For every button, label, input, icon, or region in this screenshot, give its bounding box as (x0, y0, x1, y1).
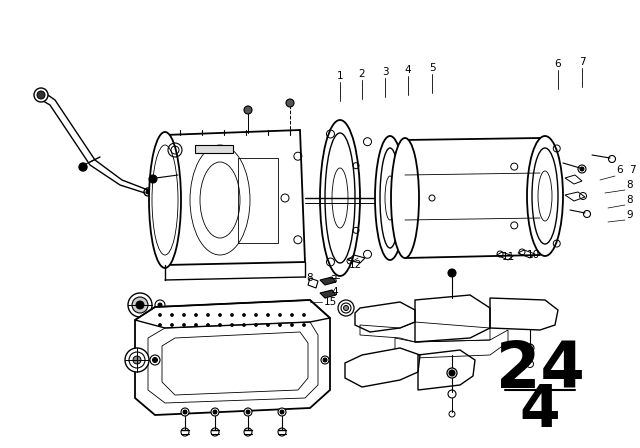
Circle shape (37, 91, 45, 99)
Circle shape (247, 352, 253, 358)
Text: 3: 3 (381, 67, 388, 77)
Text: 8: 8 (307, 273, 314, 283)
Circle shape (34, 88, 48, 102)
Circle shape (218, 314, 221, 316)
Circle shape (246, 410, 250, 414)
Text: 6: 6 (617, 165, 623, 175)
Circle shape (218, 323, 221, 327)
Circle shape (146, 190, 150, 194)
Circle shape (79, 163, 87, 171)
Circle shape (182, 323, 186, 327)
Circle shape (183, 410, 187, 414)
Circle shape (170, 314, 173, 316)
Circle shape (303, 323, 305, 327)
Text: 6: 6 (555, 59, 561, 69)
Circle shape (230, 314, 234, 316)
Text: 5: 5 (429, 63, 435, 73)
Circle shape (244, 106, 252, 114)
Text: —: — (330, 273, 340, 283)
Circle shape (278, 323, 282, 327)
Circle shape (266, 314, 269, 316)
Circle shape (243, 314, 246, 316)
Ellipse shape (149, 132, 181, 268)
Circle shape (447, 368, 457, 378)
Circle shape (170, 323, 173, 327)
Circle shape (255, 314, 257, 316)
Circle shape (207, 323, 209, 327)
Circle shape (159, 314, 161, 316)
Text: 12: 12 (348, 260, 362, 270)
Circle shape (152, 358, 157, 362)
Circle shape (207, 314, 209, 316)
Circle shape (243, 323, 246, 327)
Circle shape (182, 314, 186, 316)
Circle shape (125, 348, 149, 372)
Text: 7: 7 (628, 165, 636, 175)
Circle shape (149, 175, 157, 183)
Circle shape (291, 314, 294, 316)
Circle shape (278, 408, 286, 416)
Ellipse shape (391, 138, 419, 258)
Circle shape (338, 300, 354, 316)
Polygon shape (320, 277, 336, 285)
Circle shape (158, 303, 162, 307)
Circle shape (247, 322, 253, 328)
Text: 4: 4 (520, 382, 560, 439)
Text: 7: 7 (579, 57, 586, 67)
Text: 8: 8 (627, 195, 634, 205)
Circle shape (278, 314, 282, 316)
Circle shape (580, 167, 584, 171)
Bar (238, 158, 278, 243)
Circle shape (159, 323, 161, 327)
Text: 4: 4 (404, 65, 412, 75)
Circle shape (303, 314, 305, 316)
Circle shape (128, 293, 152, 317)
Text: 8: 8 (627, 180, 634, 190)
Circle shape (448, 269, 456, 277)
Circle shape (195, 323, 198, 327)
Polygon shape (320, 290, 336, 298)
Text: 1: 1 (337, 71, 343, 81)
Circle shape (213, 410, 217, 414)
Circle shape (449, 370, 455, 376)
Circle shape (132, 297, 148, 313)
Polygon shape (355, 302, 415, 332)
Text: 9: 9 (627, 210, 634, 220)
Circle shape (528, 346, 532, 350)
Circle shape (255, 323, 257, 327)
Circle shape (244, 408, 252, 416)
Circle shape (280, 410, 284, 414)
Circle shape (247, 337, 253, 343)
Circle shape (230, 323, 234, 327)
Text: 4: 4 (332, 287, 339, 297)
Circle shape (344, 306, 349, 310)
Circle shape (211, 408, 219, 416)
Circle shape (247, 307, 253, 313)
Circle shape (133, 356, 141, 364)
Text: 10: 10 (527, 250, 540, 260)
Ellipse shape (375, 136, 405, 260)
Circle shape (181, 408, 189, 416)
Bar (195, 145, 233, 153)
Circle shape (195, 314, 198, 316)
Text: 3: 3 (330, 275, 336, 285)
Circle shape (266, 323, 269, 327)
Text: 15: 15 (323, 297, 337, 307)
Text: 24: 24 (495, 339, 584, 401)
Circle shape (286, 99, 294, 107)
Ellipse shape (527, 136, 563, 256)
Text: 2: 2 (358, 69, 365, 79)
Text: 11: 11 (501, 252, 515, 262)
Circle shape (323, 358, 327, 362)
Polygon shape (135, 300, 330, 415)
Ellipse shape (320, 120, 360, 276)
Polygon shape (345, 348, 420, 387)
Circle shape (136, 301, 144, 309)
Circle shape (291, 323, 294, 327)
